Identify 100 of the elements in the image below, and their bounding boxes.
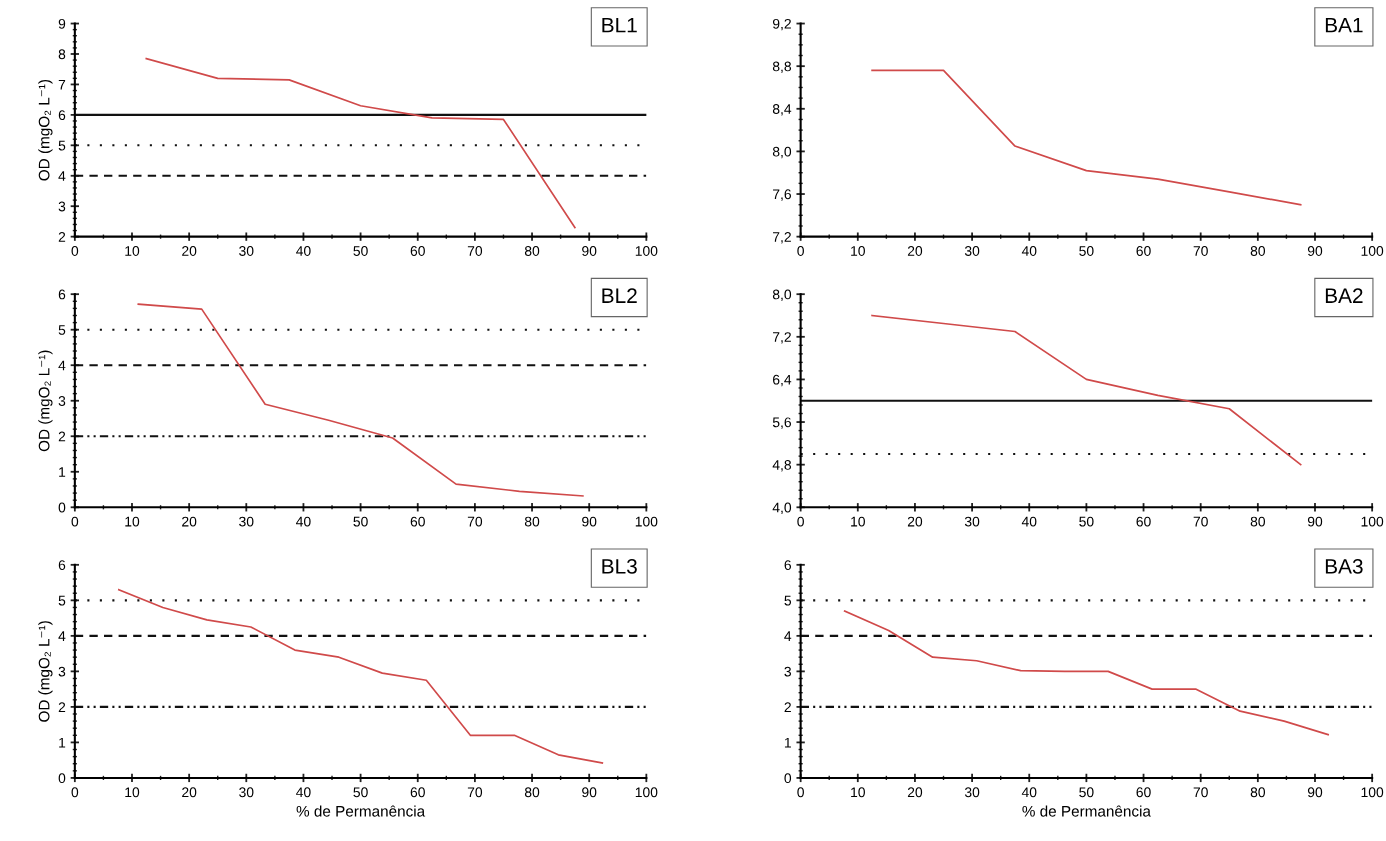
x-tick-label: 10 <box>851 516 865 527</box>
x-tick-label: 0 <box>797 787 804 798</box>
x-tick-label: 80 <box>524 516 540 527</box>
x-tick-label: 70 <box>1193 516 1208 527</box>
y-tick-label: 9 <box>58 18 66 29</box>
x-tick-label: 70 <box>467 516 483 527</box>
line-series <box>118 588 604 764</box>
y-tick-label: 5,6 <box>772 417 792 429</box>
x-tick-label: 50 <box>353 787 368 798</box>
y-tick-label: 3 <box>58 396 66 406</box>
x-tick-label: 30 <box>964 787 980 798</box>
y-tick-label: 6 <box>58 560 66 570</box>
x-tick-label: 80 <box>1250 246 1266 256</box>
chart-title: BL1 <box>602 17 637 33</box>
x-tick-label: 10 <box>125 246 140 256</box>
y-tick-label: 5 <box>784 595 792 606</box>
x-tick-label: 90 <box>1307 516 1323 527</box>
y-tick-label: 6,4 <box>773 374 792 387</box>
y-tick-label: 2 <box>58 431 66 442</box>
x-tick-label: 80 <box>524 787 540 798</box>
x-tick-label: 20 <box>182 516 197 527</box>
y-tick-label: 3 <box>784 666 792 677</box>
y-tick-label: 0 <box>58 502 66 513</box>
y-axis-title: OD (mgO₂ L⁻¹) <box>38 621 53 722</box>
y-tick-label: 7,2 <box>773 332 791 344</box>
x-tick-label: 10 <box>125 787 140 798</box>
x-tick-label: 50 <box>1079 787 1094 798</box>
x-tick-label: 40 <box>296 787 311 798</box>
chart-title: BA2 <box>1325 288 1363 303</box>
x-tick-label: 70 <box>467 787 483 798</box>
x-tick-label: 40 <box>296 246 311 256</box>
x-tick-label: 100 <box>1361 516 1384 527</box>
y-tick-label: 1 <box>59 737 66 748</box>
x-tick-label: 0 <box>71 246 79 256</box>
y-tick-label: 5 <box>58 325 66 335</box>
x-tick-label: 20 <box>182 787 197 798</box>
chart-title: BA1 <box>1325 17 1363 33</box>
x-tick-label: 70 <box>1193 246 1208 256</box>
y-tick-label: 4,8 <box>772 460 792 472</box>
y-tick-label: 8,0 <box>772 289 792 301</box>
x-tick-label: 50 <box>353 516 368 527</box>
y-tick-label: 1 <box>784 737 791 748</box>
x-tick-label: 50 <box>353 246 368 256</box>
x-tick-label: 10 <box>851 246 865 256</box>
chart-title: BA3 <box>1325 558 1363 574</box>
x-tick-label: 30 <box>239 246 254 256</box>
x-tick-label: 20 <box>907 246 923 256</box>
y-tick-label: 3 <box>58 666 66 677</box>
x-tick-label: 0 <box>797 516 804 527</box>
x-tick-label: 30 <box>964 246 980 256</box>
x-tick-label: 90 <box>582 787 597 798</box>
line-series <box>137 303 584 497</box>
x-tick-label: 100 <box>635 787 658 798</box>
y-tick-label: 4 <box>58 360 66 371</box>
y-tick-label: 5 <box>58 140 66 151</box>
x-tick-label: 100 <box>635 516 658 527</box>
y-tick-label: 1 <box>59 467 66 477</box>
y-tick-label: 7,2 <box>773 231 791 244</box>
chart-title: BL3 <box>602 558 637 574</box>
x-tick-label: 30 <box>239 787 254 798</box>
y-tick-label: 4 <box>58 631 66 641</box>
x-tick-label: 40 <box>1021 246 1037 256</box>
x-tick-label: 20 <box>907 787 923 798</box>
y-tick-label: 7 <box>58 79 66 90</box>
x-tick-label: 0 <box>71 787 79 798</box>
y-tick-label: 6 <box>784 560 792 570</box>
y-axis-title: OD (mgO₂ L⁻¹) <box>38 79 53 181</box>
x-tick-label: 80 <box>1250 787 1266 798</box>
x-tick-label: 60 <box>410 246 425 256</box>
x-tick-label: 20 <box>182 246 197 256</box>
chart-title: BL2 <box>602 288 637 303</box>
y-tick-label: 4 <box>58 171 66 181</box>
x-tick-label: 50 <box>1079 246 1094 256</box>
y-tick-label: 0 <box>58 773 66 784</box>
y-tick-label: 3 <box>58 201 66 212</box>
y-tick-label: 8,8 <box>772 61 792 73</box>
x-tick-label: 90 <box>1307 787 1323 798</box>
x-tick-label: 20 <box>907 516 923 527</box>
x-tick-label: 30 <box>964 516 980 527</box>
y-tick-label: 6 <box>58 289 66 300</box>
y-tick-label: 8,4 <box>772 104 792 116</box>
x-tick-label: 80 <box>1250 516 1266 527</box>
x-tick-label: 100 <box>635 246 658 256</box>
y-tick-label: 0 <box>784 773 792 784</box>
x-tick-label: 40 <box>1021 516 1037 527</box>
line-series <box>871 314 1302 466</box>
line-series <box>843 610 1329 736</box>
y-tick-label: 4 <box>784 631 792 641</box>
y-tick-label: 9,2 <box>772 18 791 31</box>
y-tick-label: 7,6 <box>773 189 792 201</box>
y-tick-label: 8,0 <box>772 146 792 159</box>
x-tick-label: 80 <box>524 246 540 256</box>
x-tick-label: 40 <box>296 516 311 527</box>
y-tick-label: 5 <box>58 595 66 606</box>
x-tick-label: 60 <box>1136 787 1151 798</box>
x-tick-label: 10 <box>851 787 865 798</box>
y-axis-title: OD (mgO₂ L⁻¹) <box>38 350 53 452</box>
y-tick-label: 4,0 <box>772 502 792 515</box>
x-tick-label: 90 <box>582 246 597 256</box>
x-tick-label: 60 <box>410 787 425 798</box>
